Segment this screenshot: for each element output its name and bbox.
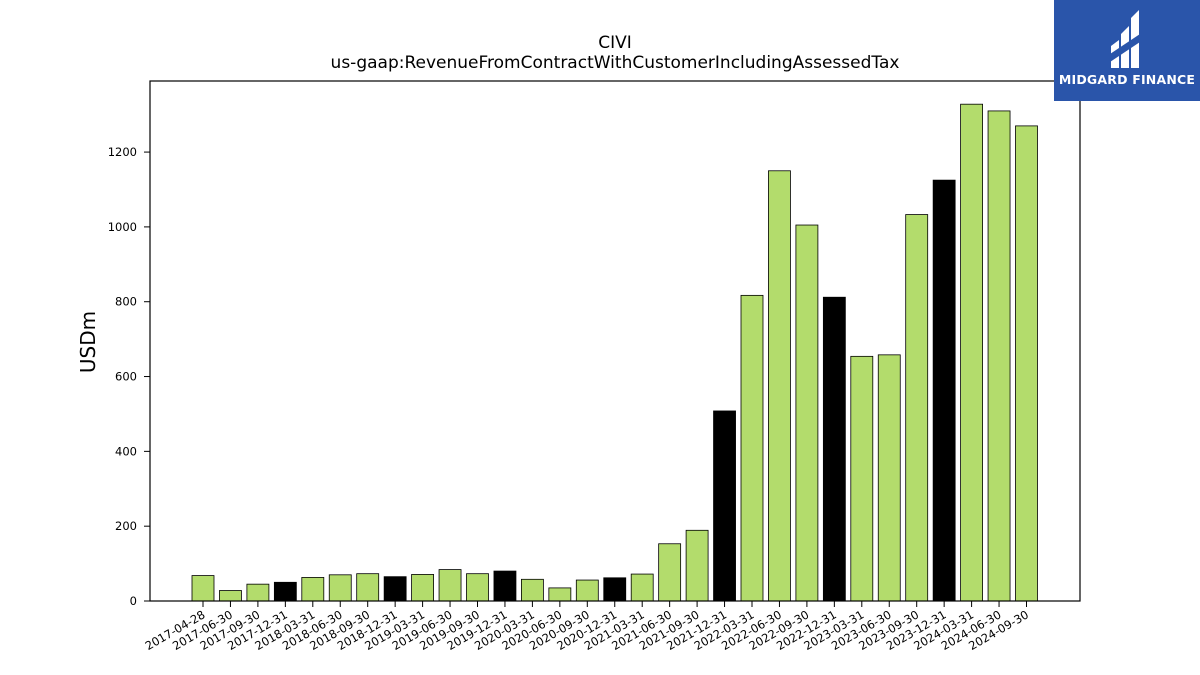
brand-logo: MIDGARD FINANCE: [1054, 0, 1200, 101]
y-axis-ticks: 0 200 400 600 800 1000 1200: [108, 145, 150, 608]
chart-subtitle: us-gaap:RevenueFromContractWithCustomerI…: [331, 53, 900, 73]
bar-2017-12-31: [273, 581, 297, 602]
y-tick-label: 0: [130, 594, 137, 608]
bar-2021-09-30: [685, 529, 709, 602]
bar-2021-06-30: [658, 543, 682, 602]
y-tick-label: 800: [115, 295, 137, 309]
bar-2018-09-30: [356, 573, 380, 602]
bar-2024-06-30: [987, 110, 1011, 602]
y-axis-label: USDm: [76, 311, 100, 373]
bar-2022-09-30: [795, 224, 819, 602]
bar-2020-09-30: [575, 579, 599, 602]
bar-2020-06-30: [548, 587, 572, 602]
bar-2019-12-31: [493, 570, 517, 602]
bar-2023-12-31: [932, 179, 956, 602]
bar-2021-03-31: [630, 573, 654, 602]
y-tick-label: 200: [115, 519, 137, 533]
bar-2020-12-31: [603, 577, 627, 602]
bar-2023-06-30: [877, 354, 901, 602]
bar-2023-09-30: [905, 214, 929, 602]
y-tick-label: 1000: [108, 220, 137, 234]
bar-2022-06-30: [768, 170, 791, 602]
x-axis-ticks: 2017-04-282017-06-302017-09-302017-12-31…: [143, 601, 1031, 653]
bar-2017-09-30: [246, 583, 270, 602]
bar-2024-03-31: [960, 103, 983, 602]
bar-2019-09-30: [466, 573, 489, 602]
y-tick-label: 1200: [108, 145, 137, 159]
y-tick-label: 600: [115, 370, 137, 384]
bar-2024-09-30: [1015, 125, 1038, 602]
bar-2017-06-30: [219, 590, 242, 602]
chart-title: CIVI: [598, 33, 632, 53]
bar-2017-04-28: [191, 575, 215, 602]
bar-2020-03-31: [521, 578, 544, 602]
bar-2018-06-30: [328, 574, 352, 602]
brand-name: MIDGARD FINANCE: [1058, 72, 1196, 87]
bar-series: [191, 103, 1038, 602]
bar-2019-06-30: [438, 569, 462, 602]
bar-2023-03-31: [850, 355, 874, 602]
bar-2022-12-31: [822, 296, 846, 602]
bar-2018-12-31: [383, 576, 407, 602]
y-tick-label: 400: [115, 444, 137, 458]
bar-2018-03-31: [301, 577, 325, 602]
bar-2021-12-31: [713, 410, 736, 602]
bar-2019-03-31: [411, 574, 435, 602]
plot-frame: [149, 80, 1081, 602]
bar-2022-03-31: [740, 294, 764, 602]
midgard-logo-icon: [1107, 10, 1143, 68]
